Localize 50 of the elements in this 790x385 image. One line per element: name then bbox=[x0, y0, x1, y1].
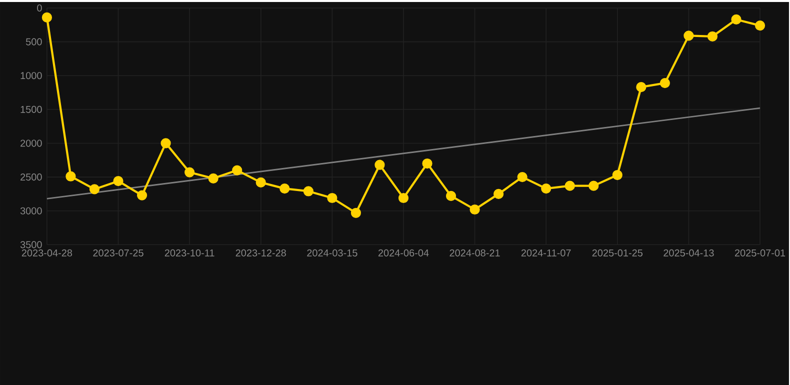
x-tick-label: 2025-07-01 bbox=[734, 249, 786, 256]
y-tick-label: 1500 bbox=[20, 106, 42, 113]
x-tick-label: 2023-10-11 bbox=[164, 249, 214, 256]
y-tick-label: 500 bbox=[26, 38, 42, 46]
y-tick-label: 3000 bbox=[20, 207, 42, 214]
y-tick-label: 1000 bbox=[20, 72, 42, 79]
x-tick-label: 2024-03-15 bbox=[307, 249, 358, 256]
point bbox=[136, 190, 148, 200]
x-tick-label: 2024-11-07 bbox=[521, 249, 571, 256]
y-tick-label: 2000 bbox=[20, 139, 42, 147]
x-tick-label: 2024-06-04 bbox=[378, 249, 429, 256]
x-tick-label: 2023-12-28 bbox=[236, 249, 286, 256]
y-tick-label: 0 bbox=[37, 4, 42, 12]
point bbox=[89, 184, 100, 194]
point bbox=[731, 14, 742, 24]
point bbox=[208, 173, 218, 184]
point bbox=[327, 192, 338, 203]
point bbox=[588, 180, 599, 191]
x-tick-label: 2023-04-28 bbox=[22, 249, 72, 256]
point bbox=[350, 208, 362, 218]
point bbox=[256, 177, 266, 188]
point bbox=[374, 160, 385, 170]
point bbox=[66, 171, 76, 182]
point bbox=[636, 82, 646, 92]
point bbox=[707, 31, 718, 42]
y-tick-label: 3500 bbox=[20, 240, 42, 248]
point bbox=[160, 138, 171, 148]
point bbox=[541, 183, 552, 194]
point bbox=[494, 188, 504, 199]
point bbox=[280, 183, 290, 194]
point bbox=[470, 204, 480, 214]
y-tick-label: 2500 bbox=[20, 173, 42, 180]
point bbox=[684, 30, 694, 41]
point bbox=[660, 78, 670, 88]
point bbox=[446, 190, 456, 201]
x-tick-label: 2025-04-13 bbox=[664, 249, 714, 256]
point bbox=[303, 186, 314, 196]
point bbox=[612, 170, 622, 180]
x-tick-label: 2024-08-21 bbox=[450, 249, 500, 256]
point bbox=[517, 172, 528, 182]
x-tick-label: 2023-07-25 bbox=[93, 249, 144, 256]
point bbox=[422, 158, 432, 168]
point bbox=[113, 176, 124, 186]
point bbox=[564, 180, 575, 191]
point bbox=[754, 20, 766, 30]
point bbox=[232, 164, 242, 176]
point bbox=[398, 192, 409, 203]
x-tick-label: 2025-01-25 bbox=[592, 249, 643, 256]
point bbox=[42, 12, 52, 22]
point bbox=[184, 167, 195, 178]
